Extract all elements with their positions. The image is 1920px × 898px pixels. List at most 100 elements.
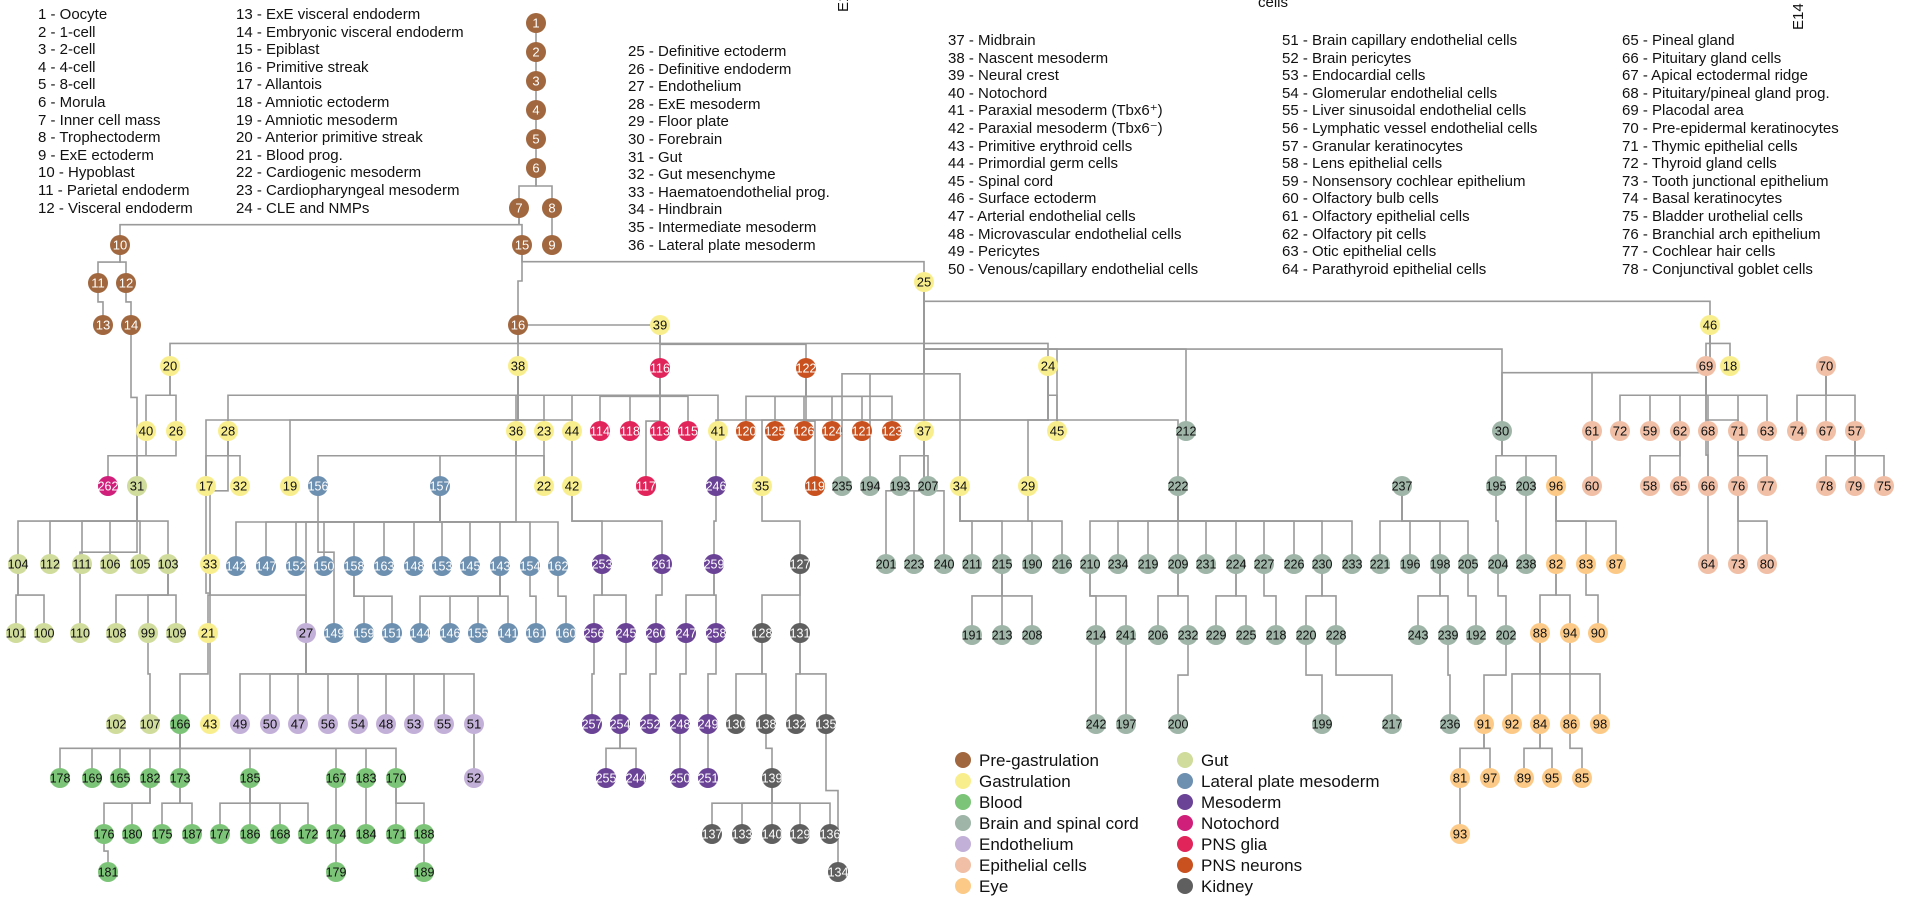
- tree-node-12: 12: [116, 273, 136, 293]
- node-label: 107: [140, 718, 161, 732]
- node-label: 88: [1533, 626, 1547, 641]
- legend-entry: 28 - ExE mesoderm: [628, 95, 761, 113]
- tree-edge: [317, 431, 517, 486]
- tree-edge: [1215, 564, 1237, 635]
- node-label: 54: [351, 717, 365, 732]
- tree-edge: [761, 564, 801, 633]
- tree-node-86: 86: [1560, 714, 1580, 734]
- node-label: 241: [1116, 629, 1137, 643]
- legend-column-1: 1 - Oocyte 2 - 1-cell 3 - 2-cell 4 - 4-cell…: [38, 6, 193, 217]
- node-label: 189: [414, 866, 435, 880]
- tree-node-58: 58: [1640, 476, 1660, 496]
- tree-node-183: 183: [356, 768, 376, 788]
- tree-node-100: 100: [34, 623, 54, 643]
- node-label: 94: [1563, 626, 1577, 641]
- node-label: 124: [822, 425, 843, 439]
- node-circle: [498, 623, 518, 643]
- tree-node-44: 44: [562, 421, 582, 441]
- node-circle: [354, 623, 374, 643]
- node-label: 31: [130, 479, 144, 494]
- tree-node-17: 17: [196, 476, 216, 496]
- tree-node-261: 261: [652, 554, 672, 574]
- node-label: 108: [106, 627, 127, 641]
- node-circle: [556, 623, 576, 643]
- category-label: Epithelial cells: [979, 856, 1087, 875]
- node-label: 56: [321, 717, 335, 732]
- tree-edge: [1439, 564, 1449, 635]
- tree-edge: [1555, 486, 1587, 564]
- node-circle: [702, 824, 722, 844]
- node-circle: [1496, 625, 1516, 645]
- tree-node-244: 244: [626, 768, 646, 788]
- legend-entry: 27 - Endothelium: [628, 78, 742, 96]
- tree-edge: [289, 366, 519, 486]
- tree-edge: [601, 564, 627, 633]
- tree-node-238: 238: [1516, 554, 1536, 574]
- node-circle: [698, 768, 718, 788]
- node-label: 5: [532, 132, 539, 147]
- node-circle: [1590, 714, 1610, 734]
- tree-node-5: 5: [526, 129, 546, 149]
- node-label: 101: [6, 627, 27, 641]
- node-circle: [1086, 625, 1106, 645]
- tree-edge: [1089, 564, 1127, 635]
- node-circle: [1116, 714, 1136, 734]
- node-label: 243: [1408, 629, 1429, 643]
- tree-node-188: 188: [414, 824, 434, 844]
- legend-entry: 77 - Cochlear hair cells: [1622, 243, 1776, 261]
- node-circle: [88, 273, 108, 293]
- node-label: 73: [1731, 557, 1745, 572]
- legend-entry: 45 - Spinal cord: [948, 172, 1054, 190]
- node-label: 75: [1877, 479, 1891, 494]
- category-label: Gastrulation: [979, 772, 1071, 791]
- tree-node-46: 46: [1700, 315, 1720, 335]
- tree-node-149: 149: [324, 623, 344, 643]
- node-circle: [116, 273, 136, 293]
- tree-node-67: 67: [1816, 421, 1836, 441]
- tree-edge: [1027, 366, 1049, 486]
- node-circle: [414, 862, 434, 882]
- category-label: Pre-gastrulation: [979, 751, 1100, 770]
- node-label: 7: [515, 201, 522, 216]
- node-circle: [650, 315, 670, 335]
- node-circle: [326, 862, 346, 882]
- category-key-item: Eye: [955, 876, 1008, 897]
- node-label: 76: [1731, 479, 1745, 494]
- tree-node-152: 152: [286, 556, 306, 576]
- category-key-item: Gastrulation: [955, 771, 1071, 792]
- node-circle: [356, 768, 376, 788]
- tree-edge: [209, 431, 229, 564]
- tree-node-165: 165: [110, 768, 130, 788]
- category-color-swatch: [955, 835, 971, 852]
- node-circle: [106, 623, 126, 643]
- node-label: 25: [917, 275, 931, 290]
- node-circle: [260, 714, 280, 734]
- tree-node-251: 251: [698, 768, 718, 788]
- node-label: 147: [256, 560, 277, 574]
- tree-edge: [619, 724, 637, 778]
- tree-node-167: 167: [326, 768, 346, 788]
- tree-node-76: 76: [1728, 476, 1748, 496]
- node-label: 239: [1438, 629, 1459, 643]
- tree-node-98: 98: [1590, 714, 1610, 734]
- tree-edge: [1177, 486, 1237, 564]
- node-circle: [882, 421, 902, 441]
- node-circle: [852, 421, 872, 441]
- node-circle: [794, 421, 814, 441]
- category-key-item: Notochord: [1177, 813, 1279, 834]
- tree-node-88: 88: [1530, 623, 1550, 643]
- node-label: 27: [299, 626, 313, 641]
- node-label: 196: [1400, 558, 1421, 572]
- node-label: 217: [1382, 718, 1403, 732]
- tree-edge: [305, 633, 415, 724]
- tree-node-130: 130: [726, 714, 746, 734]
- tree-node-197: 197: [1116, 714, 1136, 734]
- tree-node-144: 144: [410, 623, 430, 643]
- legend-entry: 26 - Definitive endoderm: [628, 60, 792, 78]
- tree-node-241: 241: [1116, 625, 1137, 645]
- node-circle: [226, 556, 246, 576]
- node-label: 187: [182, 828, 203, 842]
- tree-edge: [805, 368, 893, 431]
- tree-edge: [1555, 486, 1617, 564]
